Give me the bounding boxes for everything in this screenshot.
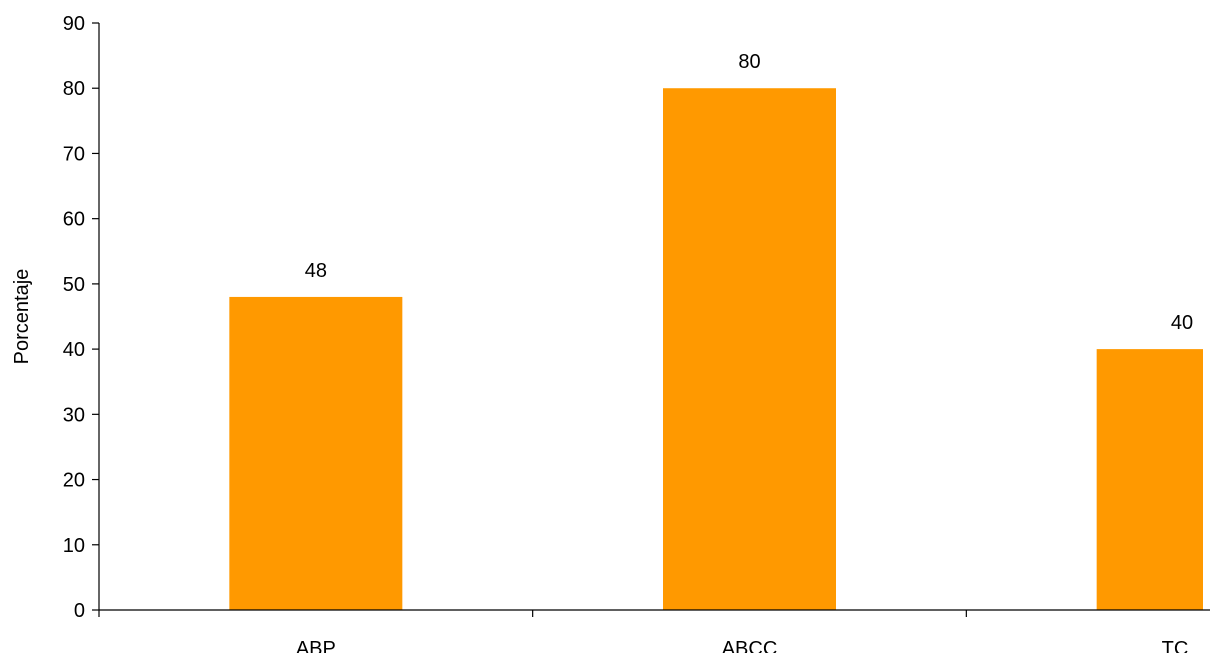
y-tick-label: 50 — [63, 274, 85, 296]
y-tick-label: 60 — [63, 209, 85, 231]
bar — [1096, 349, 1203, 610]
data-label: 40 — [1171, 312, 1193, 334]
y-tick-label: 20 — [63, 470, 85, 492]
data-label: 80 — [738, 51, 760, 73]
data-label: 48 — [305, 260, 327, 282]
y-tick-label: 30 — [63, 404, 85, 426]
y-tick-label: 10 — [63, 535, 85, 557]
y-ticks: 0 10 20 30 40 50 60 70 80 90 — [63, 13, 99, 622]
x-tick-label: TC — [1162, 638, 1189, 653]
bars-layer — [229, 88, 1203, 610]
y-tick-label: 70 — [63, 143, 85, 165]
x-tick-label: ABCC — [722, 638, 778, 653]
y-tick-label: 0 — [74, 600, 85, 622]
x-tick-label: ABP — [296, 638, 336, 653]
y-tick-label: 40 — [63, 339, 85, 361]
bar — [663, 88, 836, 610]
y-tick-label: 80 — [63, 78, 85, 100]
bar — [229, 296, 403, 610]
y-axis-title: Porcentaje — [11, 269, 33, 365]
y-tick-label: 90 — [63, 13, 85, 35]
data-labels: 48 80 40 — [305, 51, 1193, 334]
x-ticks: ABP ABCC TC — [98, 610, 1189, 658]
axes-layer — [98, 23, 1210, 611]
